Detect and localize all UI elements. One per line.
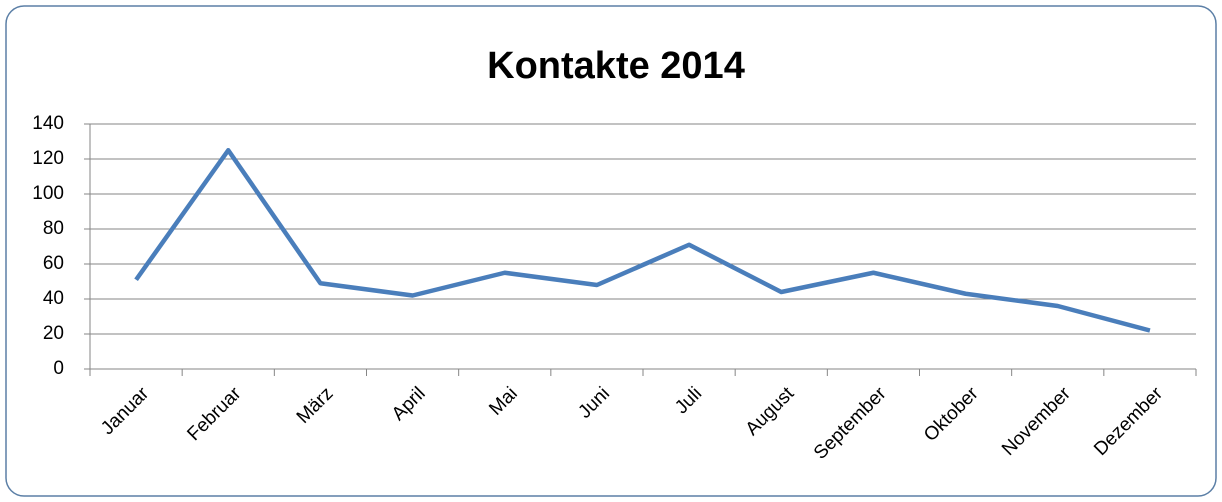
y-tick-label: 20 [43, 323, 64, 344]
y-tick-label: 0 [53, 358, 64, 379]
y-tick-label: 100 [32, 183, 64, 204]
data-line [134, 148, 1151, 333]
y-tick-label: 120 [32, 148, 64, 169]
chart-border [5, 5, 1217, 497]
y-tick-label: 40 [43, 288, 64, 309]
y-tick-label: 60 [43, 253, 64, 274]
y-tick-label: 80 [43, 218, 64, 239]
y-tick-label: 140 [32, 113, 64, 134]
chart-title: Kontakte 2014 [487, 45, 745, 87]
